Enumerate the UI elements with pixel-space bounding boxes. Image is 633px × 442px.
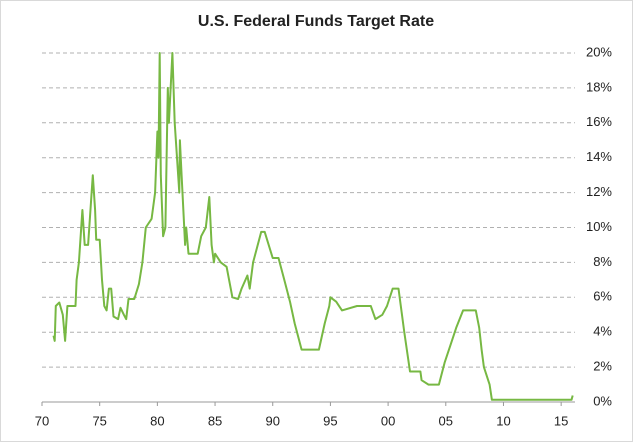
y-tick-label: 20% (586, 44, 612, 59)
y-tick-label: 8% (593, 254, 612, 269)
y-tick-label: 14% (586, 149, 612, 164)
y-tick-label: 2% (593, 359, 612, 374)
x-tick-label: 80 (150, 413, 164, 428)
x-tick-label: 75 (92, 413, 106, 428)
chart-title: U.S. Federal Funds Target Rate (198, 13, 434, 30)
x-tick-label: 00 (381, 413, 395, 428)
y-tick-label: 12% (586, 184, 612, 199)
y-tick-label: 6% (593, 289, 612, 304)
x-tick-label: 05 (439, 413, 453, 428)
line-series (52, 52, 574, 401)
x-tick-label: 15 (554, 413, 568, 428)
y-tick-label: 18% (586, 79, 612, 94)
y-tick-label: 16% (586, 114, 612, 129)
y-tick-label: 4% (593, 324, 612, 339)
x-tick-label: 70 (35, 413, 49, 428)
y-tick-label: 10% (586, 219, 612, 234)
x-tick-label: 85 (208, 413, 222, 428)
y-tick-label: 0% (593, 393, 612, 408)
x-tick-label: 95 (323, 413, 337, 428)
x-tick-label: 90 (266, 413, 280, 428)
x-tick-label: 10 (496, 413, 510, 428)
